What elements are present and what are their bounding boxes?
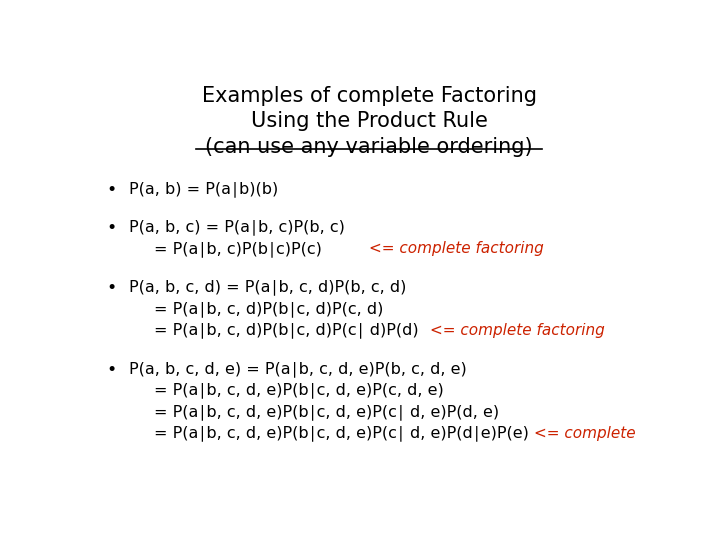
Text: •: • xyxy=(107,219,117,238)
Text: Using the Product Rule: Using the Product Rule xyxy=(251,111,487,131)
Text: P(a, b) = P(a∣b)(b): P(a, b) = P(a∣b)(b) xyxy=(129,181,279,197)
Text: P(a, b, c, d, e) = P(a∣b, c, d, e)P(b, c, d, e): P(a, b, c, d, e) = P(a∣b, c, d, e)P(b, c… xyxy=(129,361,467,376)
Text: P(a, b, c) = P(a∣b, c)P(b, c): P(a, b, c) = P(a∣b, c)P(b, c) xyxy=(129,219,345,235)
Text: <= complete factoring: <= complete factoring xyxy=(431,322,605,338)
Text: <= complete factoring: <= complete factoring xyxy=(369,241,544,256)
Text: (can use any variable ordering): (can use any variable ordering) xyxy=(205,137,533,157)
Text: = P(a∣b, c, d, e)P(b∣c, d, e)P(c, d, e): = P(a∣b, c, d, e)P(b∣c, d, e)P(c, d, e) xyxy=(154,382,444,398)
Text: •: • xyxy=(107,279,117,298)
Text: <= complete: <= complete xyxy=(534,426,635,441)
Text: = P(a∣b, c, d)P(b∣c, d)P(c∣ d)P(d): = P(a∣b, c, d)P(b∣c, d)P(c∣ d)P(d) xyxy=(154,322,419,339)
Text: = P(a∣b, c, d, e)P(b∣c, d, e)P(c∣ d, e)P(d∣e)P(e): = P(a∣b, c, d, e)P(b∣c, d, e)P(c∣ d, e)P… xyxy=(154,426,529,442)
Text: •: • xyxy=(107,181,117,199)
Text: = P(a∣b, c, d)P(b∣c, d)P(c, d): = P(a∣b, c, d)P(b∣c, d)P(c, d) xyxy=(154,301,384,317)
Text: P(a, b, c, d) = P(a∣b, c, d)P(b, c, d): P(a, b, c, d) = P(a∣b, c, d)P(b, c, d) xyxy=(129,279,406,295)
Text: = P(a∣b, c, d, e)P(b∣c, d, e)P(c∣ d, e)P(d, e): = P(a∣b, c, d, e)P(b∣c, d, e)P(c∣ d, e)P… xyxy=(154,404,499,420)
Text: Examples of complete Factoring: Examples of complete Factoring xyxy=(202,85,536,106)
Text: = P(a∣b, c)P(b∣c)P(c): = P(a∣b, c)P(b∣c)P(c) xyxy=(154,241,322,257)
Text: •: • xyxy=(107,361,117,379)
